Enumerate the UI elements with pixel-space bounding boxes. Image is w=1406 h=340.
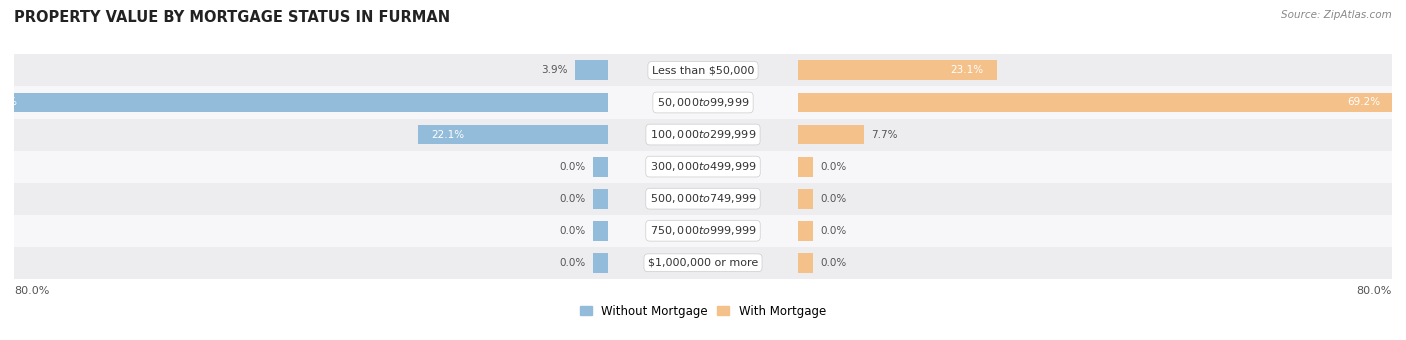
Bar (14, 247, 1392, 279)
Bar (797, 157, 813, 176)
Text: 80.0%: 80.0% (14, 286, 49, 296)
Text: Source: ZipAtlas.com: Source: ZipAtlas.com (1281, 10, 1392, 20)
Bar (14, 183, 1392, 215)
Text: 3.9%: 3.9% (541, 65, 568, 75)
Bar (575, 61, 609, 80)
Bar (797, 189, 813, 209)
Text: $100,000 to $299,999: $100,000 to $299,999 (650, 128, 756, 141)
Text: 0.0%: 0.0% (560, 226, 586, 236)
Text: 23.1%: 23.1% (950, 65, 984, 75)
Bar (14, 119, 1392, 151)
Text: 0.0%: 0.0% (560, 258, 586, 268)
Bar (797, 221, 813, 241)
Text: 0.0%: 0.0% (820, 258, 846, 268)
Bar (0, 92, 609, 113)
Text: $750,000 to $999,999: $750,000 to $999,999 (650, 224, 756, 237)
Text: PROPERTY VALUE BY MORTGAGE STATUS IN FURMAN: PROPERTY VALUE BY MORTGAGE STATUS IN FUR… (14, 10, 450, 25)
Text: $1,000,000 or more: $1,000,000 or more (648, 258, 758, 268)
Text: 80.0%: 80.0% (1357, 286, 1392, 296)
Text: 0.0%: 0.0% (560, 194, 586, 204)
Text: 22.1%: 22.1% (430, 130, 464, 139)
Text: $300,000 to $499,999: $300,000 to $499,999 (650, 160, 756, 173)
Text: 0.0%: 0.0% (560, 162, 586, 172)
Bar (418, 124, 609, 144)
Bar (797, 61, 997, 80)
Bar (14, 86, 1392, 119)
Text: Less than $50,000: Less than $50,000 (652, 65, 754, 75)
Bar (14, 54, 1392, 86)
Legend: Without Mortgage, With Mortgage: Without Mortgage, With Mortgage (575, 300, 831, 322)
Bar (593, 157, 609, 176)
Bar (797, 92, 1393, 113)
Text: 7.7%: 7.7% (870, 130, 897, 139)
Text: 0.0%: 0.0% (820, 162, 846, 172)
Bar (797, 124, 865, 144)
Text: 69.2%: 69.2% (1347, 98, 1381, 107)
Bar (797, 253, 813, 273)
Text: $50,000 to $99,999: $50,000 to $99,999 (657, 96, 749, 109)
Text: 0.0%: 0.0% (820, 194, 846, 204)
Bar (593, 189, 609, 209)
Bar (593, 253, 609, 273)
Text: $500,000 to $749,999: $500,000 to $749,999 (650, 192, 756, 205)
Text: 74.0%: 74.0% (0, 98, 17, 107)
Bar (14, 151, 1392, 183)
Bar (593, 221, 609, 241)
Bar (14, 215, 1392, 247)
Text: 0.0%: 0.0% (820, 226, 846, 236)
